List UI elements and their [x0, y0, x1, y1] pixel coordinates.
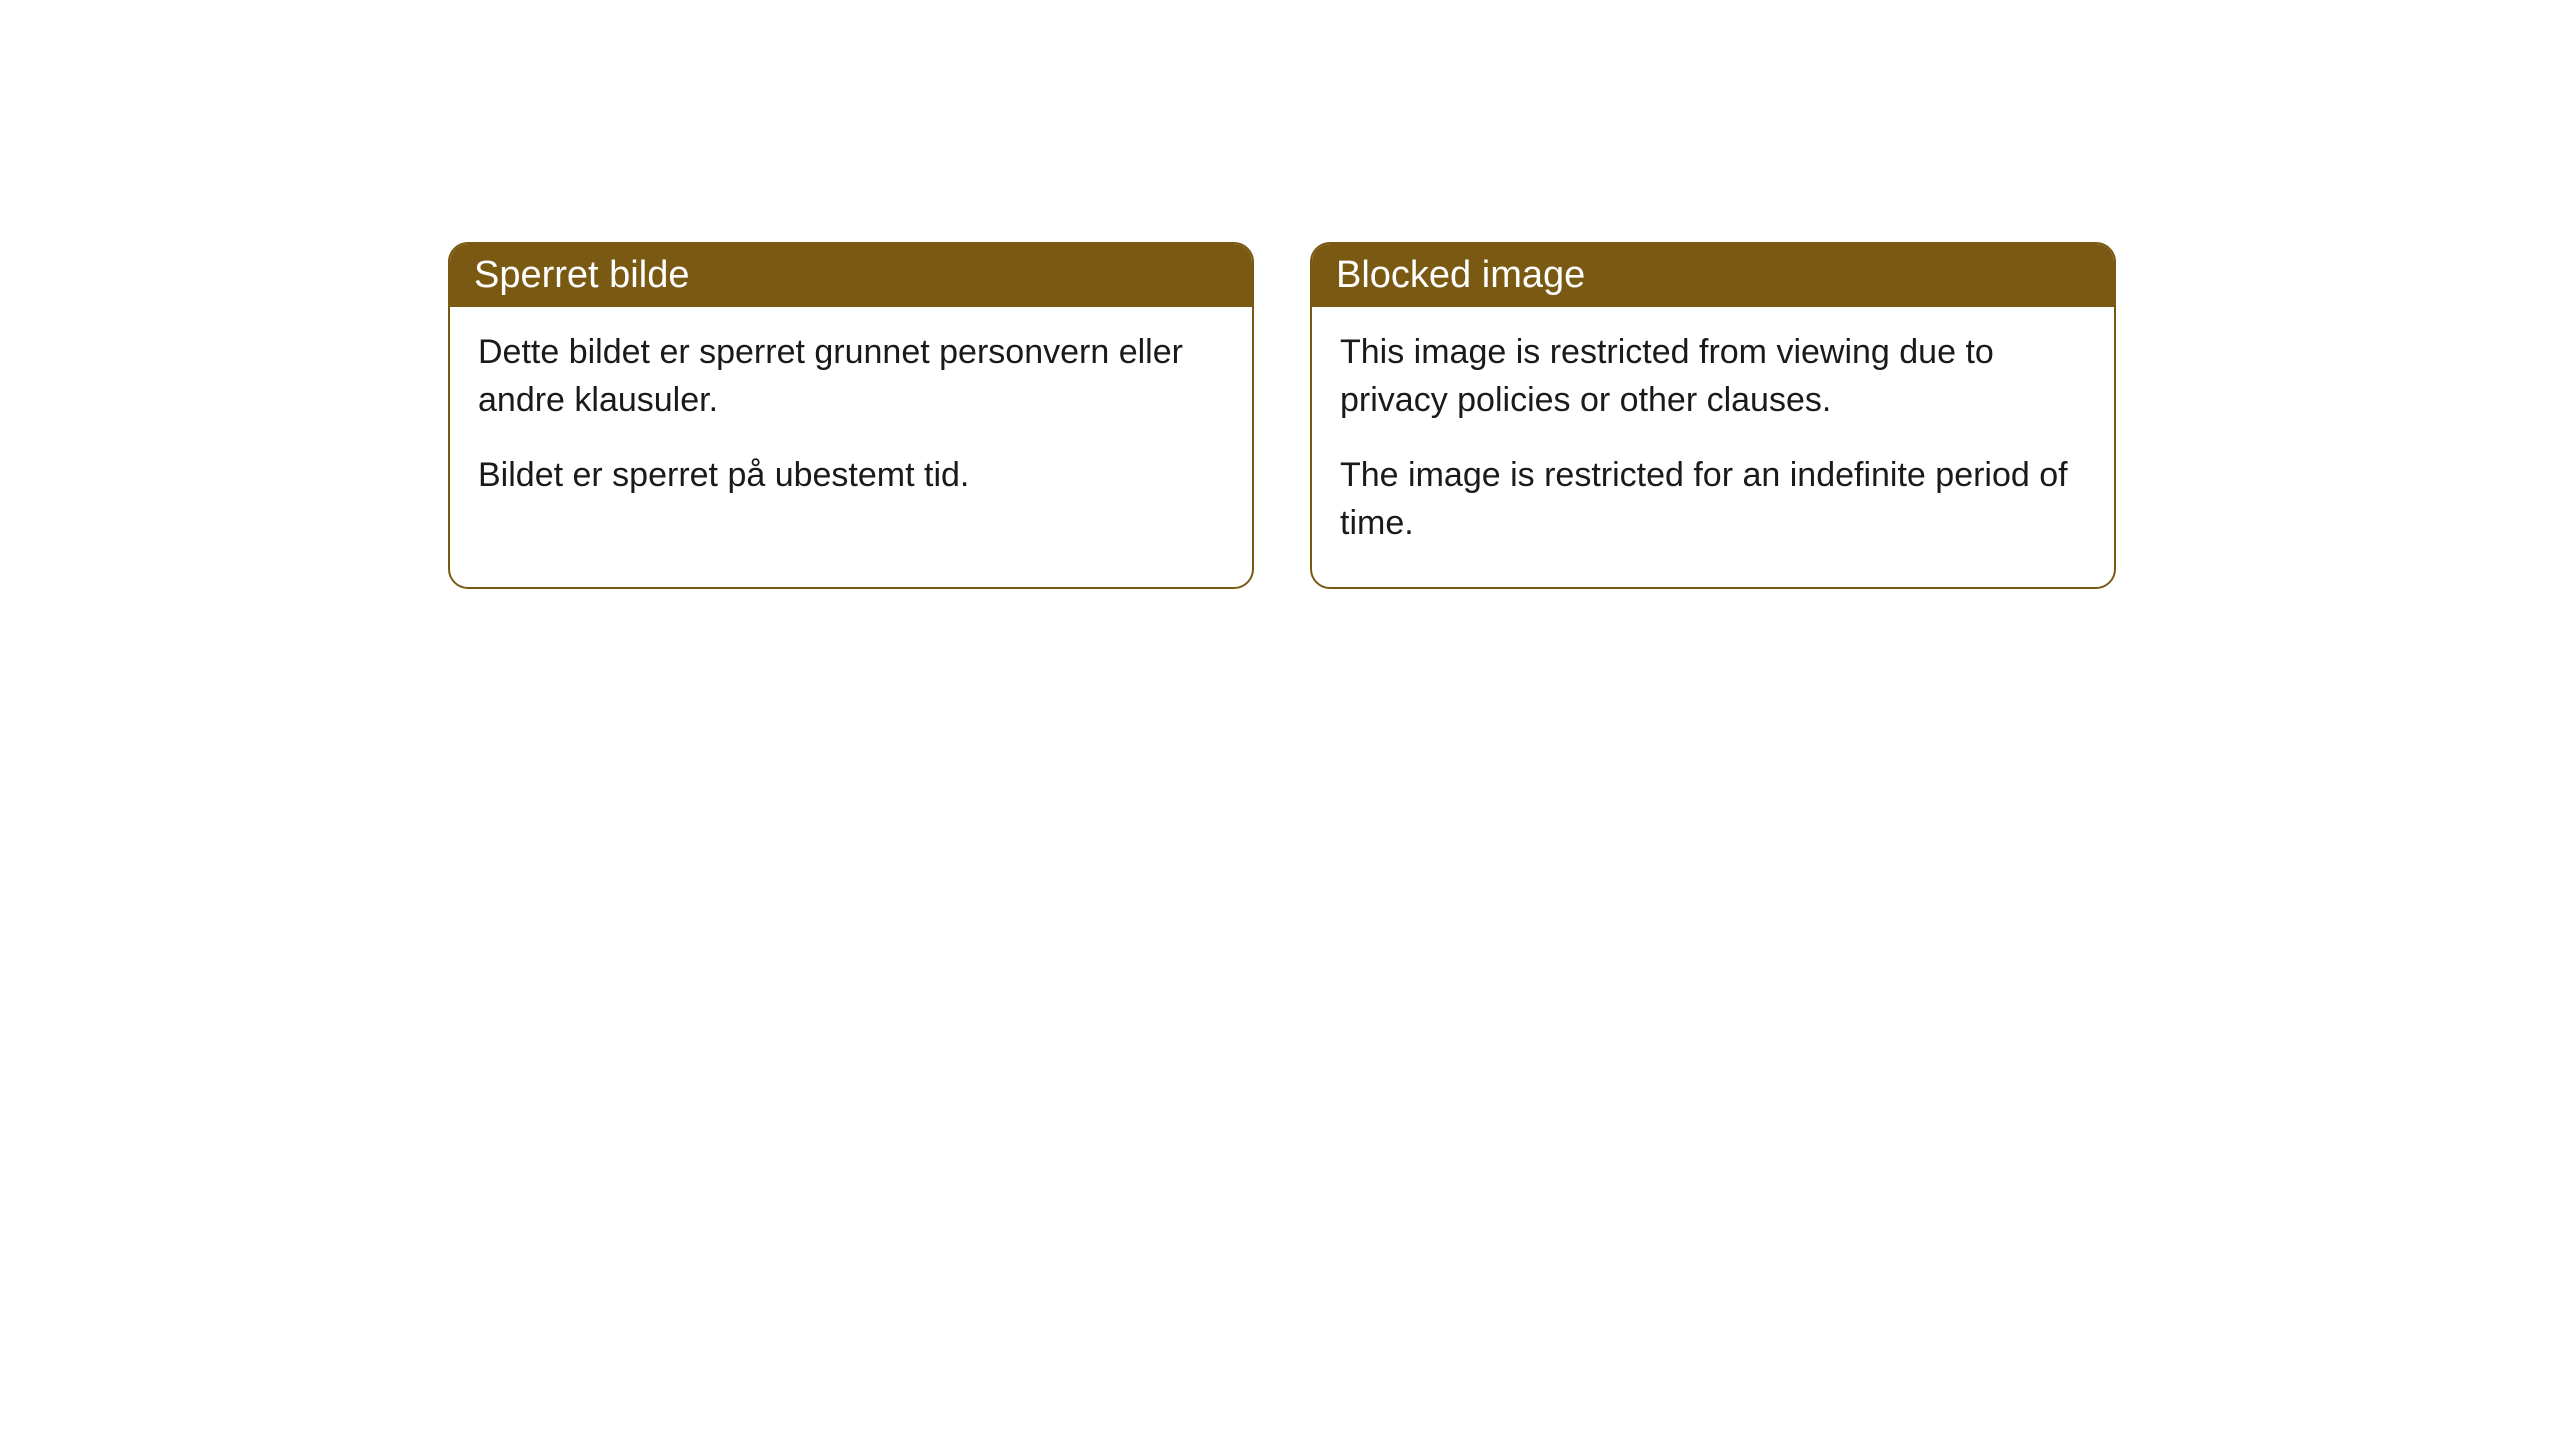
card-paragraph: The image is restricted for an indefinit… [1340, 452, 2086, 547]
card-paragraph: This image is restricted from viewing du… [1340, 329, 2086, 424]
card-paragraph: Dette bildet er sperret grunnet personve… [478, 329, 1224, 424]
card-header: Sperret bilde [450, 244, 1252, 307]
blocked-image-card-norwegian: Sperret bilde Dette bildet er sperret gr… [448, 242, 1254, 589]
blocked-image-cards: Sperret bilde Dette bildet er sperret gr… [448, 242, 2116, 589]
card-body: This image is restricted from viewing du… [1312, 307, 2114, 587]
card-body: Dette bildet er sperret grunnet personve… [450, 307, 1252, 540]
card-paragraph: Bildet er sperret på ubestemt tid. [478, 452, 1224, 500]
card-title: Sperret bilde [474, 254, 689, 296]
blocked-image-card-english: Blocked image This image is restricted f… [1310, 242, 2116, 589]
card-header: Blocked image [1312, 244, 2114, 307]
card-title: Blocked image [1336, 254, 1585, 296]
